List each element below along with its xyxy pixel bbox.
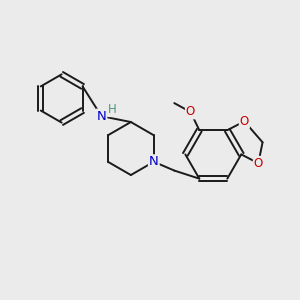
Text: O: O — [254, 157, 263, 170]
Text: O: O — [240, 115, 249, 128]
Text: O: O — [186, 105, 195, 119]
Text: N: N — [149, 155, 159, 168]
Text: H: H — [108, 103, 117, 116]
Text: N: N — [97, 110, 106, 123]
